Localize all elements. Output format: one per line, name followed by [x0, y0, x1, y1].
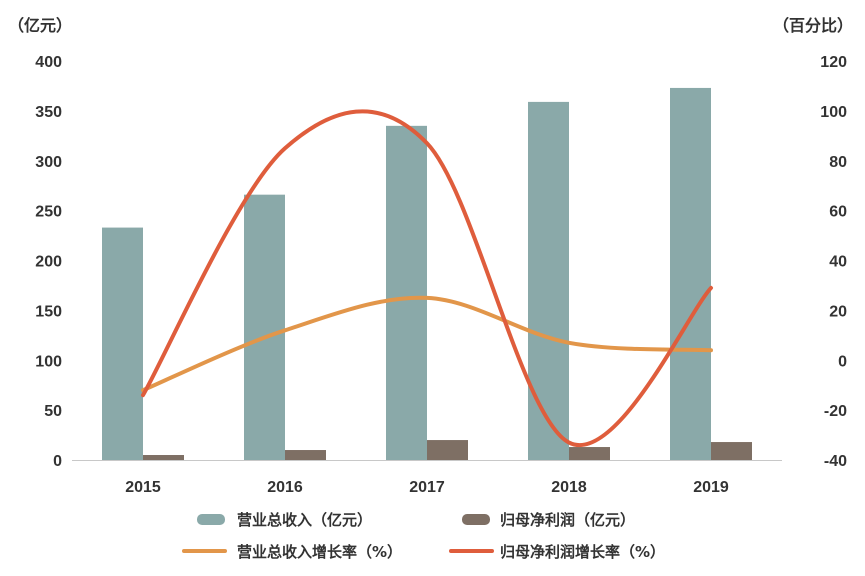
left-tick-label: 100 [35, 353, 62, 370]
left-tick-label: 50 [44, 403, 62, 420]
left-tick-label: 300 [35, 154, 62, 171]
revenue-bar [670, 87, 711, 461]
right-tick-label: -40 [824, 453, 847, 470]
left-axis-unit: （亿元） [8, 16, 72, 35]
net-profit-bar [143, 455, 184, 460]
right-tick-label: 20 [829, 303, 847, 320]
legend: 营业总收入（亿元） 归母净利润（亿元） 营业总收入增长率（%） 归母净利润增长率… [182, 511, 665, 561]
net-profit-bar [285, 450, 326, 460]
left-tick-label: 350 [35, 104, 62, 121]
right-tick-label: 40 [829, 254, 847, 271]
right-tick-label: 0 [838, 353, 847, 370]
revenue-growth-line [141, 295, 713, 393]
right-tick-label: 60 [829, 204, 847, 221]
left-tick-label: 250 [35, 204, 62, 221]
right-tick-label: 80 [829, 154, 847, 171]
net-profit-bar [711, 442, 752, 460]
x-axis-ticks: 2015 2016 2017 2018 2019 [125, 479, 729, 496]
legend-label-revenue: 营业总收入（亿元） [237, 511, 372, 529]
x-tick-label: 2018 [551, 479, 587, 496]
x-tick-label: 2015 [125, 479, 161, 496]
left-axis-ticks: 0 50 100 150 200 250 300 350 400 [35, 54, 62, 470]
net-profit-bar [427, 440, 468, 460]
legend-swatch-net-profit [462, 514, 490, 525]
legend-item-revenue: 营业总收入（亿元） [197, 511, 372, 529]
right-tick-label: -20 [824, 403, 847, 420]
line-series [141, 109, 713, 448]
left-tick-label: 400 [35, 54, 62, 71]
left-tick-label: 200 [35, 254, 62, 271]
revenue-bar [528, 101, 569, 461]
legend-item-net-profit: 归母净利润（亿元） [462, 511, 635, 529]
revenue-bar [102, 227, 143, 460]
x-tick-label: 2016 [267, 479, 303, 496]
left-tick-label: 150 [35, 303, 62, 320]
right-axis-ticks: -40 -20 0 20 40 60 80 100 120 [820, 54, 847, 470]
revenue-bar [386, 125, 427, 461]
legend-label-net-profit: 归母净利润（亿元） [500, 511, 635, 529]
legend-item-profit-growth: 归母净利润增长率（%） [449, 543, 665, 561]
revenue-bar [244, 194, 285, 461]
legend-label-revenue-growth: 营业总收入增长率（%） [237, 543, 402, 561]
bar-series [102, 87, 752, 461]
x-tick-label: 2017 [409, 479, 445, 496]
legend-label-profit-growth: 归母净利润增长率（%） [500, 543, 665, 561]
legend-item-revenue-growth: 营业总收入增长率（%） [182, 543, 402, 561]
x-tick-label: 2019 [693, 479, 729, 496]
right-axis-unit: （百分比） [773, 16, 853, 35]
right-tick-label: 120 [820, 54, 847, 71]
right-tick-label: 100 [820, 104, 847, 121]
net-profit-bar [569, 447, 610, 460]
profit-growth-line [141, 109, 713, 448]
left-tick-label: 0 [53, 453, 62, 470]
legend-swatch-revenue [197, 514, 225, 525]
